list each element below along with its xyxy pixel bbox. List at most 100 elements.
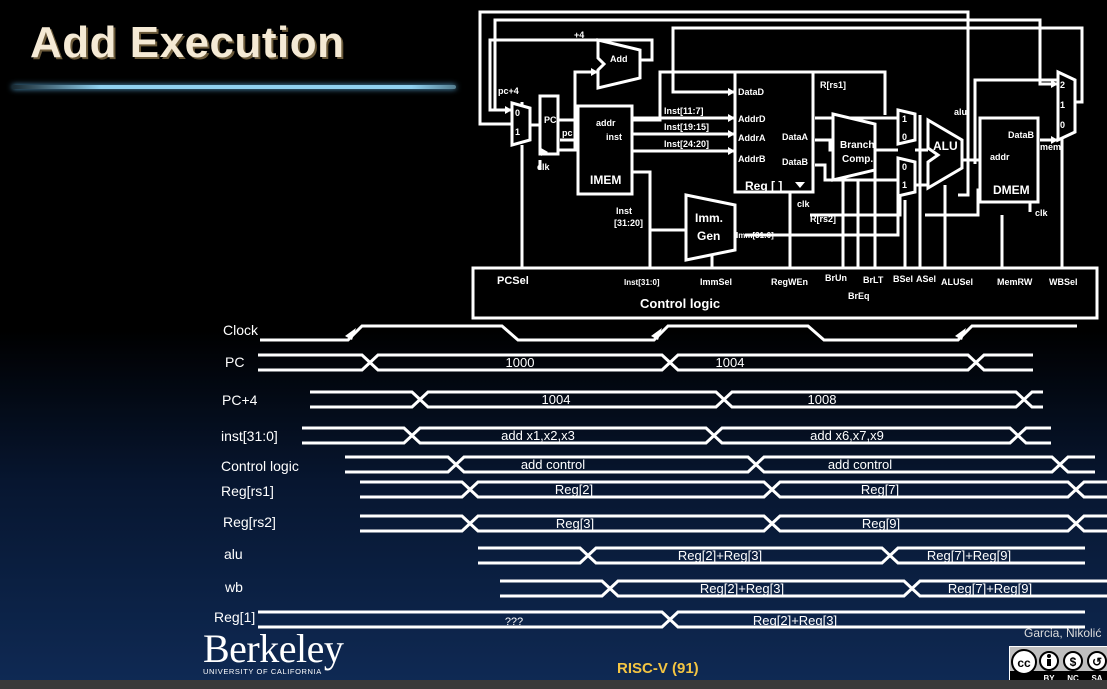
- svg-text:SA: SA: [1091, 674, 1102, 683]
- inst-wave-a: [302, 426, 1051, 445]
- imem-label: IMEM: [590, 173, 621, 187]
- reg1-wave-b: [258, 610, 1085, 629]
- dataa-label: DataA: [782, 132, 809, 142]
- pc-wave-b: [258, 353, 1033, 372]
- breq-label: BrEq: [848, 291, 870, 301]
- title-underline: [12, 85, 456, 89]
- addrb-label: AddrB: [738, 154, 766, 164]
- inst-19-15-label: Inst[19:15]: [664, 122, 709, 132]
- rs1-value-2: Reg[7]: [861, 482, 899, 497]
- wbmux-2-label: 2: [1060, 80, 1065, 90]
- mem-wire-label: mem: [1040, 142, 1061, 152]
- regfile-label: Reg [ ]: [745, 179, 782, 193]
- cc-license-badge: cc $ ↺ BY NC SA: [1009, 646, 1107, 684]
- cc-icon: [1011, 649, 1037, 675]
- wbsel-label: WBSel: [1049, 277, 1078, 287]
- branch-comp-label-a: Branch: [840, 140, 874, 151]
- bsel-label: BSel: [893, 274, 913, 284]
- immgen-block: [684, 193, 737, 262]
- timing-label-rs1: Reg[rs1]: [221, 483, 274, 499]
- berkeley-wordmark: Berkeley: [203, 626, 344, 671]
- pcsel-label: PCSel: [497, 275, 529, 287]
- dmem-addr-label: addr: [990, 152, 1010, 162]
- timing-label-alu: alu: [224, 546, 243, 562]
- adder-block: [596, 38, 642, 90]
- adder-plus4-label: +4: [574, 30, 584, 40]
- wire-imm: [745, 190, 900, 237]
- wire-alu-to-wbmux: [973, 78, 1062, 164]
- reg-clk-label: clk: [797, 199, 811, 209]
- wire-pc-to-adder: [545, 70, 598, 152]
- r-rs2-label: R[rs2]: [810, 214, 836, 224]
- rs2-value-1: Reg[3]: [556, 516, 594, 531]
- imm-out-label: Imm[31:0]: [736, 231, 774, 240]
- branch-comp-block: [831, 112, 877, 182]
- timing-label-inst: inst[31:0]: [221, 428, 278, 444]
- dmem-label: DMEM: [993, 183, 1030, 197]
- brlt-label: BrLT: [863, 275, 884, 285]
- immgen-label-a: Imm.: [695, 211, 723, 225]
- inst-wave-b: [302, 426, 1051, 445]
- pc-clk-label: clk: [537, 162, 551, 172]
- pc-value-2: 1004: [716, 355, 745, 370]
- timing-label-reg1: Reg[1]: [214, 609, 255, 625]
- bmux-1-label: 1: [902, 180, 907, 190]
- r-rs1-label: R[rs1]: [820, 80, 846, 90]
- wb-value-2: Reg[7]+Reg[9]: [948, 581, 1032, 596]
- inst-value-2: add x6,x7,x9: [810, 428, 884, 443]
- pcplus4-value-1: 1004: [542, 392, 571, 407]
- wb-wave-a: [500, 579, 1107, 598]
- reg-clock-triangle: [795, 182, 805, 188]
- alu-value-2: Reg[7]+Reg[9]: [927, 548, 1011, 563]
- clock-waveform: [260, 324, 1077, 342]
- wb-mux: [1056, 69, 1077, 143]
- brun-label: BrUn: [825, 273, 847, 283]
- bmux-0-label: 0: [902, 162, 907, 172]
- control-value-2: add control: [828, 457, 892, 472]
- regwen-label: RegWEn: [771, 277, 808, 287]
- slide-footer-label: RISC-V (91): [617, 660, 699, 677]
- regfile-block: [733, 70, 815, 194]
- imem-addr-label: addr: [596, 118, 616, 128]
- branch-comp-label-b: Comp.: [842, 154, 873, 165]
- pcmux-0-label: 0: [515, 108, 520, 118]
- control-logic-label: Control logic: [640, 296, 720, 311]
- pc-out-label: pc: [562, 128, 573, 138]
- rs2-value-2: Reg[9]: [862, 516, 900, 531]
- a-mux: [896, 108, 917, 146]
- wb-wave-b: [500, 579, 1107, 598]
- wbmux-1-label: 1: [1060, 100, 1065, 110]
- pcplus4-wave-b: [310, 390, 1043, 409]
- pcplus4-value-2: 1008: [808, 392, 837, 407]
- alu-block: [926, 117, 964, 191]
- control-logic-block: [471, 266, 1099, 320]
- asel-label: ASel: [916, 274, 936, 284]
- timing-label-control: Control logic: [221, 458, 299, 474]
- clock-edge-1: [345, 328, 356, 340]
- slide-title: Add Execution: [30, 18, 345, 67]
- dmem-block: [978, 116, 1040, 204]
- timing-label-clock: Clock: [223, 322, 259, 338]
- adder-label: Add: [610, 54, 628, 64]
- svg-text:$: $: [1070, 655, 1077, 669]
- author-credit: Garcia, Nikolić: [1024, 626, 1102, 640]
- pc-register-label: PC: [544, 115, 557, 125]
- wire-datab: [815, 163, 898, 182]
- timing-label-pc: PC: [225, 354, 244, 370]
- addra-label: AddrA: [738, 133, 766, 143]
- alu-wave-a: [478, 546, 1085, 565]
- datab-label: DataB: [782, 157, 809, 167]
- pc-value-1: 1000: [506, 355, 535, 370]
- dmem-datab-label: DataB: [1008, 130, 1035, 140]
- imem-block: [576, 104, 634, 196]
- reg1-value-1: ???: [505, 616, 523, 628]
- clock-edge-3: [955, 328, 966, 340]
- pc-register: [538, 94, 560, 156]
- timing-label-pcplus4: PC+4: [222, 392, 258, 408]
- control-wave-b: [345, 455, 1095, 474]
- rs1-value-1: Reg[2]: [555, 482, 593, 497]
- wire-wb-to-datad: [671, 26, 1084, 104]
- alu-value-1: Reg[2]+Reg[3]: [678, 548, 762, 563]
- addrd-label: AddrD: [738, 114, 766, 124]
- sa-icon: [1087, 651, 1107, 671]
